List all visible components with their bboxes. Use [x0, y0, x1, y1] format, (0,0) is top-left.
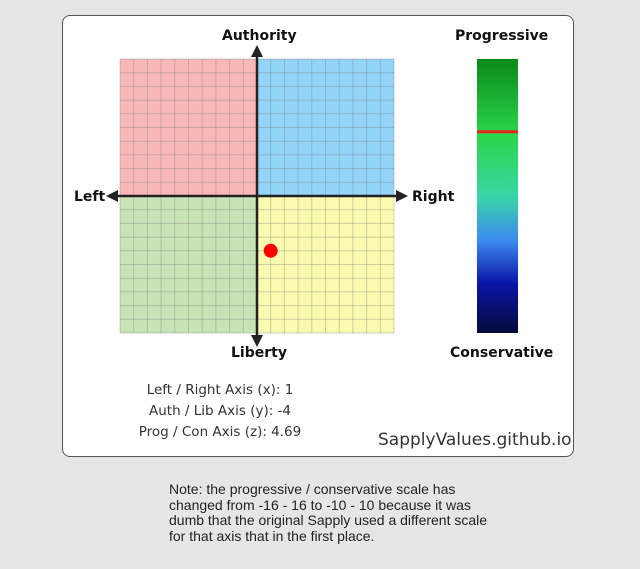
axis-label-top: Authority [222, 28, 297, 44]
axis-label-right: Right [412, 189, 455, 205]
arrow-left-icon [106, 190, 118, 202]
quadrant-lib-left [120, 196, 257, 333]
quadrant-auth-right [257, 59, 394, 196]
scale-label-top: Progressive [455, 28, 549, 44]
quadrant-auth-left [120, 59, 257, 196]
prog-con-marker [477, 130, 518, 134]
readout-z: Prog / Con Axis (z): 4.69 [138, 424, 302, 440]
arrow-right-icon [396, 190, 408, 202]
axis-label-bottom: Liberty [231, 345, 287, 361]
readout-y: Auth / Lib Axis (y): -4 [148, 403, 292, 419]
scale-label-bottom: Conservative [450, 345, 554, 361]
result-point [263, 243, 278, 258]
quadrant-lib-right [257, 196, 394, 333]
scale-change-note: Note: the progressive / conservative sca… [169, 481, 488, 544]
readout-x: Left / Right Axis (x): 1 [146, 382, 294, 398]
arrow-up-icon [251, 45, 263, 57]
axis-label-left: Left [74, 189, 106, 205]
arrow-down-icon [251, 335, 263, 347]
prog-con-scale-bar [477, 59, 518, 333]
brand-link[interactable]: SapplyValues.github.io [378, 430, 572, 450]
